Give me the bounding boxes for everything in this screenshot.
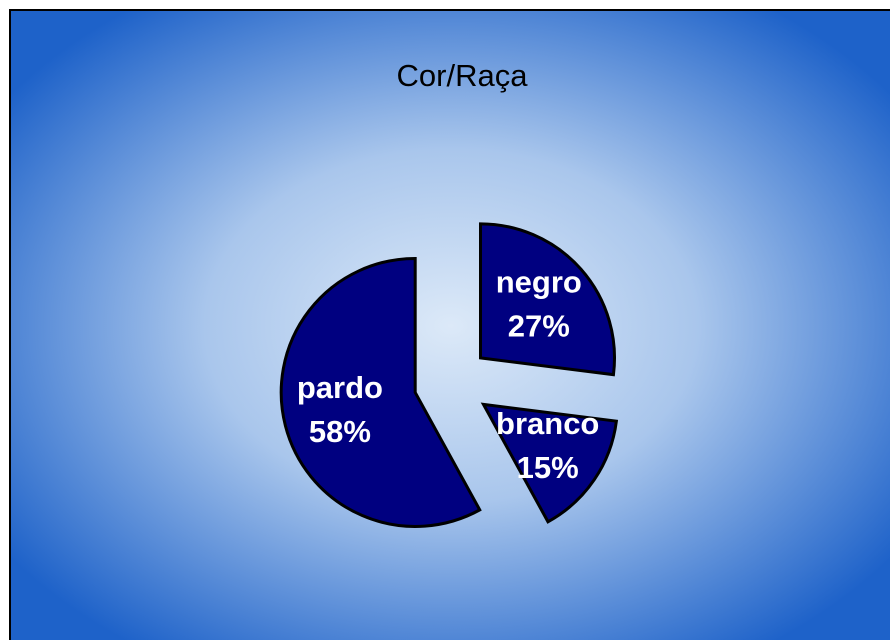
- slice-category-label: pardo: [297, 370, 383, 405]
- pie-slice: [279, 256, 482, 528]
- slice-value-label: 27%: [508, 309, 570, 344]
- chart-background: [9, 9, 890, 640]
- slice-value-label: 15%: [517, 450, 579, 485]
- slice-category-label: negro: [496, 265, 582, 300]
- slice-value-label: 58%: [309, 414, 371, 449]
- chart-title: Cor/Raça: [397, 58, 529, 93]
- pie-slice: [480, 402, 619, 524]
- pie-slice: [479, 222, 616, 377]
- slice-category-label: branco: [496, 406, 599, 441]
